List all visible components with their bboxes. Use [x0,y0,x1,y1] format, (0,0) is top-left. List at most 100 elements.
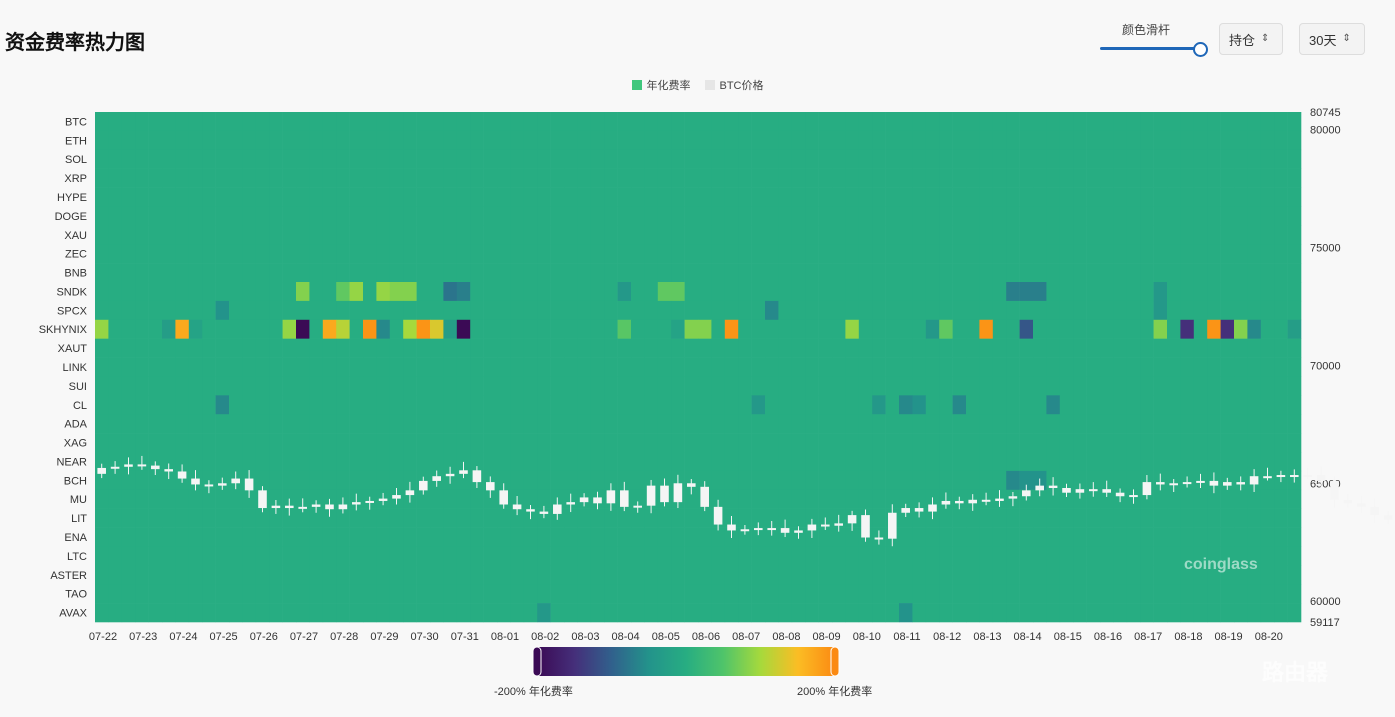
heatmap-cell [738,565,752,585]
heatmap-cell [135,376,149,396]
heatmap-cell [698,395,712,415]
legend-item-price[interactable]: BTC价格 [704,77,764,93]
heatmap-cell [925,130,940,151]
heatmap-cell [1220,300,1235,321]
heatmap-cell [363,452,377,472]
heatmap-cell [818,149,833,169]
heatmap-cell [791,112,806,132]
btc-candle [579,497,589,503]
btc-candle [914,508,924,512]
heatmap-cell [912,168,927,188]
heatmap-cell [497,225,511,245]
heatmap-cell [376,376,391,396]
heatmap-cell [443,244,458,264]
heatmap-cell [322,187,337,207]
heatmap-cell [175,206,190,226]
heatmap-cell [1006,357,1020,377]
heatmap-cell [1220,263,1235,283]
heatmap-cell [577,470,592,491]
heatmap-cell [1207,433,1221,453]
color-slider-track[interactable] [1100,47,1200,50]
heatmap-cell [1220,244,1235,264]
heatmap-cell [1126,130,1141,151]
heatmap-cell [1153,149,1168,169]
heatmap-cell [791,300,806,321]
heatmap-cell [832,452,846,472]
heatmap-cell [95,187,109,207]
heatmap-cell [939,338,953,358]
heatmap-cell [376,584,391,604]
heatmap-cell [497,187,511,207]
heatmap-cell [430,603,444,623]
legend-swatch-rate [631,80,642,90]
heatmap-cell [872,470,886,491]
heatmap-cell [818,489,833,509]
heatmap-cell [95,489,109,509]
heatmap-cell [564,565,578,585]
heatmap-cell [443,527,458,547]
heatmap-cell [443,603,458,623]
heatmap-cell [698,206,712,226]
heatmap-cell [510,263,525,283]
heatmap-cell [470,376,484,396]
heatmap-cell [1019,508,1034,528]
heatmap-cell [1274,130,1288,151]
heatmap-cell [148,470,163,491]
heatmap-cell [966,376,980,396]
position-select[interactable]: 持仓 ⇕ [1219,23,1283,55]
heatmap-cell [1019,225,1034,245]
heatmap-cell [698,187,712,207]
range-select[interactable]: 30天 ⇕ [1299,23,1365,55]
heatmap-cell [885,282,900,302]
x-tick-label: 07-27 [290,631,318,643]
heatmap-cell [1220,319,1235,339]
heatmap-cell [1113,395,1128,415]
heatmap-cell [858,206,873,226]
legend-item-rate[interactable]: 年化费率 [631,77,691,93]
heatmap-cell [1073,489,1087,509]
heatmap-cell [349,508,364,528]
heatmap-cell [711,187,726,207]
heatmap-cell [751,508,766,528]
heatmap-cell [671,319,685,339]
btc-candle [687,483,696,487]
heatmap-cell [644,130,659,151]
heatmap-cell [925,149,940,169]
color-slider-knob[interactable] [1193,42,1208,57]
heatmap-cell [657,395,672,415]
heatmap-cell [872,414,886,434]
heatmap-cell [992,263,1007,283]
heatmap-cell [872,565,886,585]
heatmap-cell [818,338,833,358]
heatmap-cell [1247,282,1262,302]
row-label: LINK [63,362,88,374]
heatmap-cell [456,282,471,302]
heatmap-cell [1153,244,1168,264]
heatmap-cell [631,300,645,321]
row-label: ETH [65,135,87,147]
heatmap-cell [1234,395,1248,415]
heatmap-cell [416,414,431,434]
btc-candle [1303,475,1312,478]
heatmap-cell [590,263,605,283]
heatmap-cell [175,112,190,132]
heatmap-cell [188,489,203,509]
heatmap-cell [885,489,900,509]
heatmap-cell [416,508,431,528]
heatmap-cell [564,508,578,528]
heatmap-cell [872,489,886,509]
btc-candle [754,528,763,531]
heatmap-cell [1073,433,1087,453]
heatmap-cell [135,470,149,491]
heatmap-cell [255,338,270,358]
heatmap-cell [470,565,484,585]
heatmap-cell [832,206,846,226]
heatmap-cell [282,263,297,283]
heatmap-cell [1287,546,1302,566]
heatmap-cell [925,546,940,566]
heatmap-cell [336,206,350,226]
heatmap-cell [416,376,431,396]
heatmap-cell [979,319,994,339]
heatmap-cell [1180,489,1195,509]
btc-candle [593,497,602,504]
